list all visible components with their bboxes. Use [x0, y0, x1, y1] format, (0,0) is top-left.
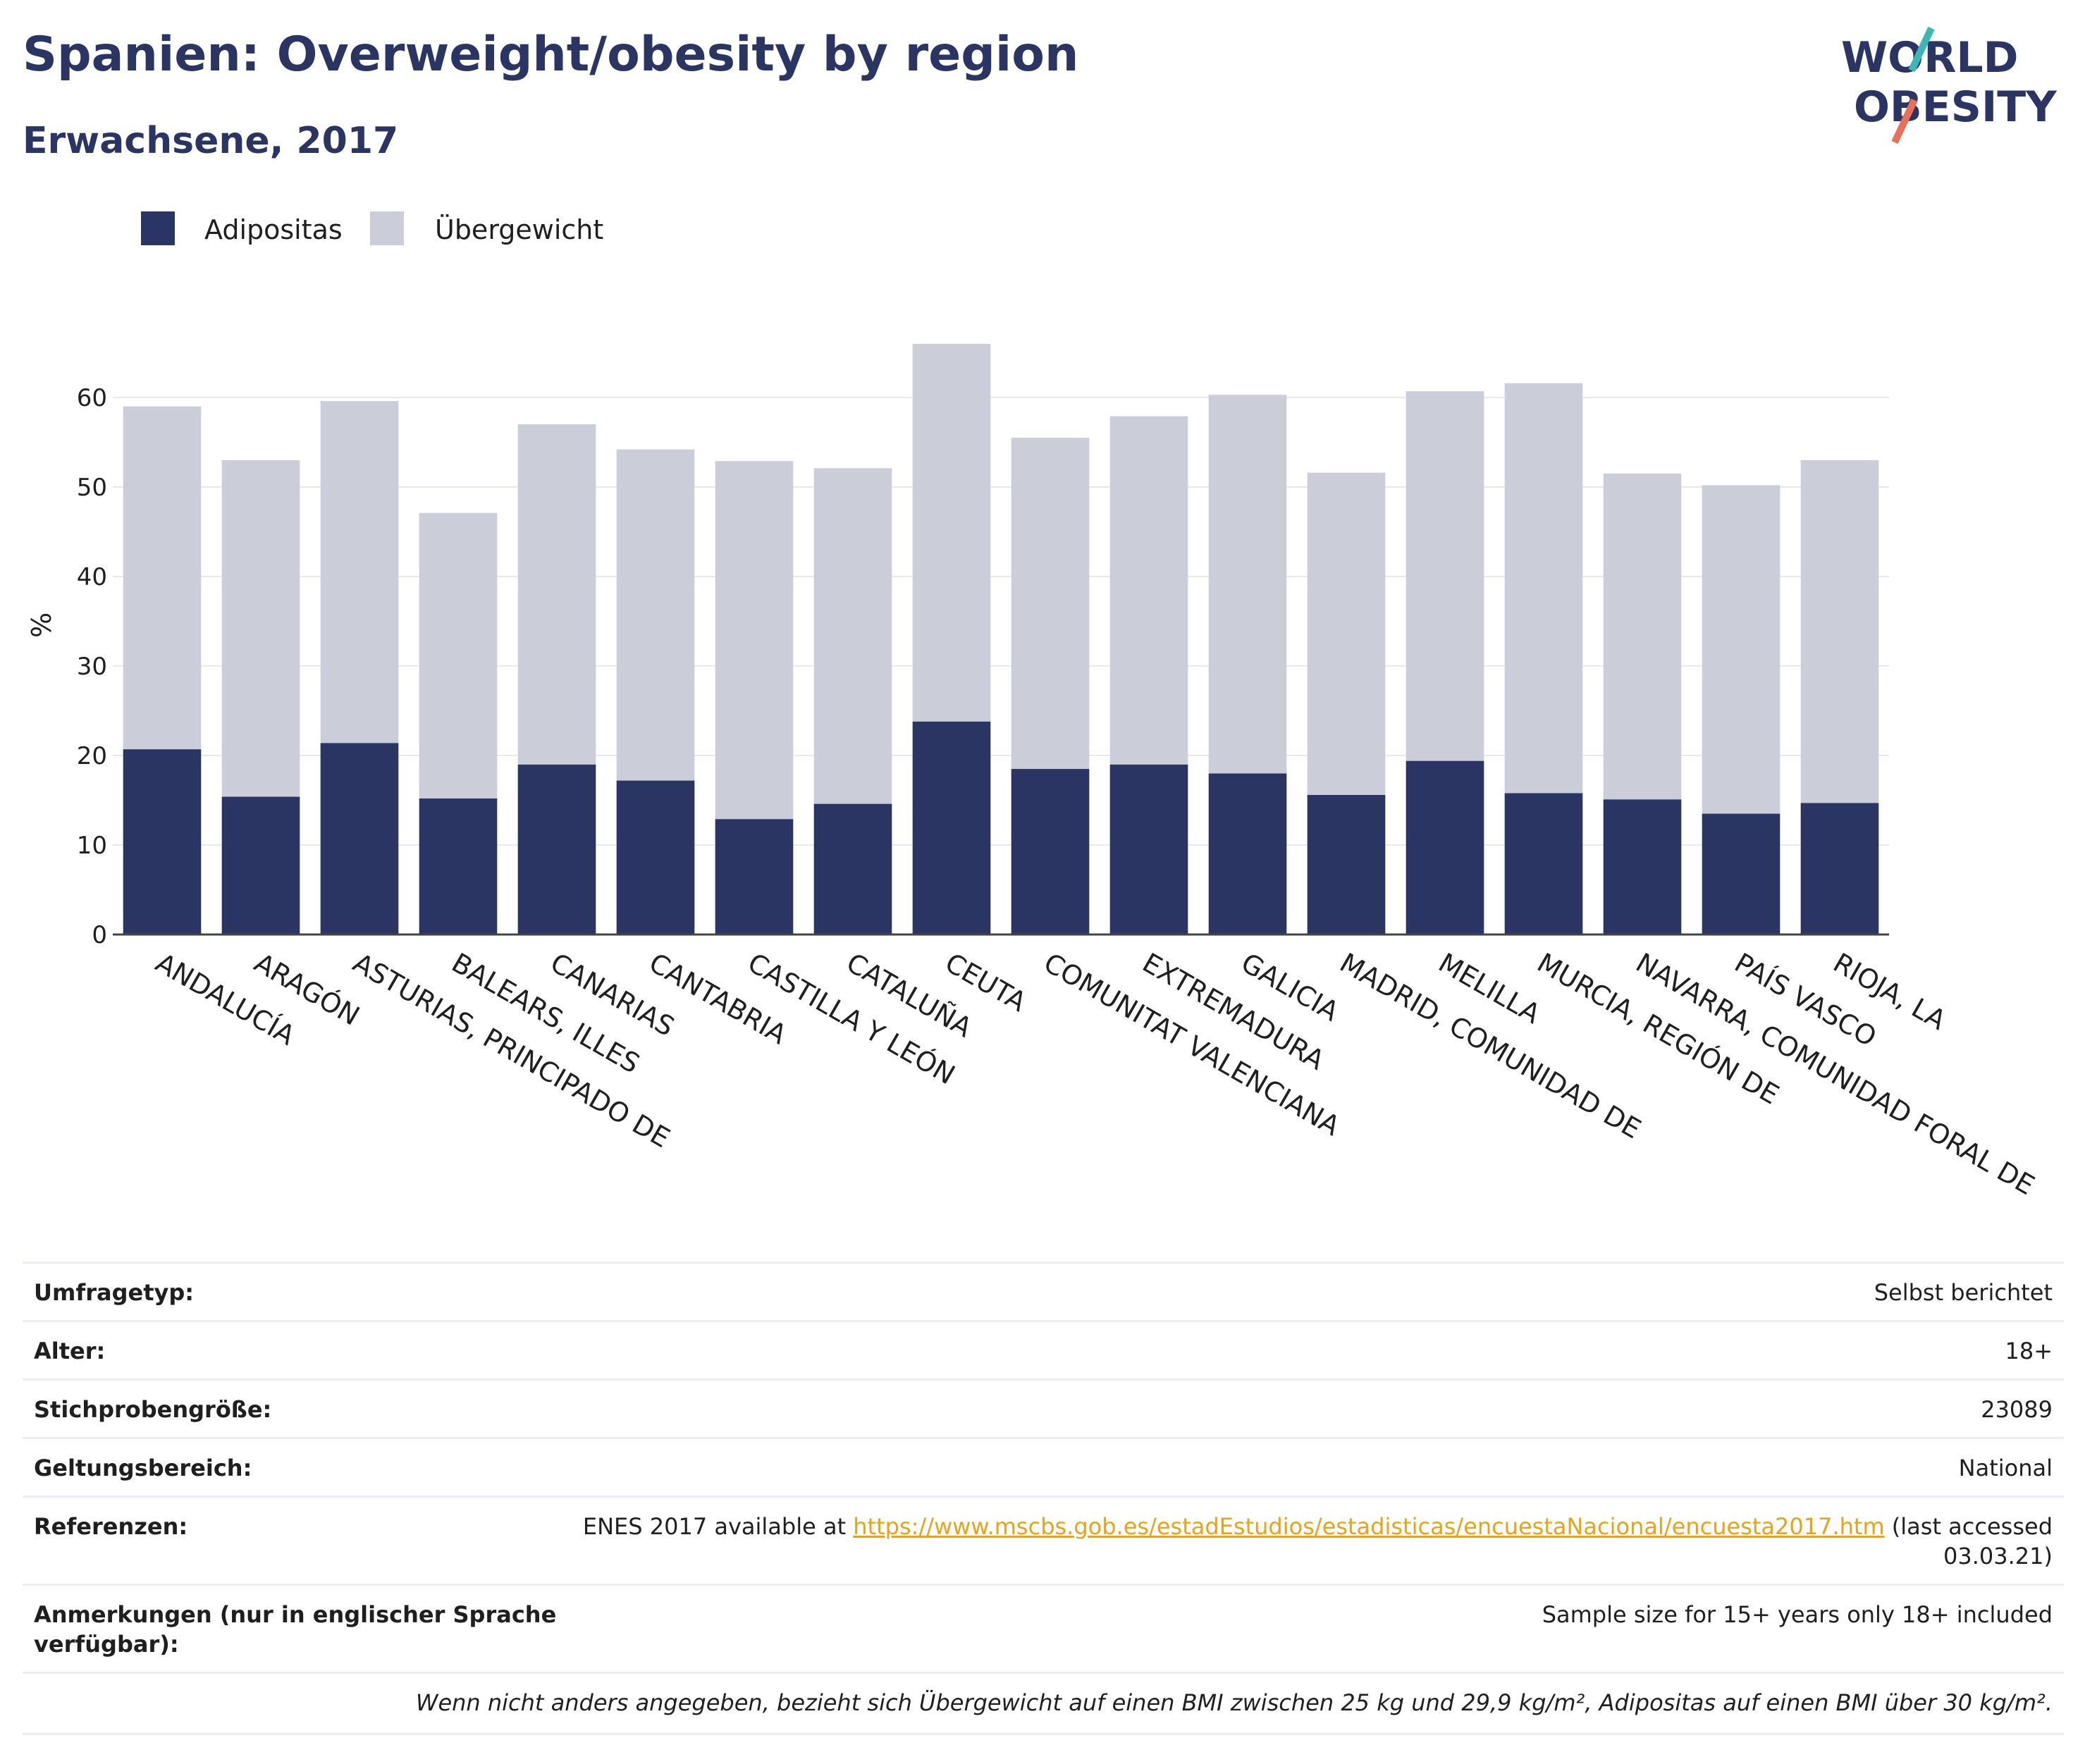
meta-label: Referenzen: [34, 1513, 188, 1540]
meta-row-age: Alter: 18+ [23, 1320, 2064, 1378]
y-tick-label: 10 [77, 832, 107, 860]
meta-row-notes: Anmerkungen (nur in englischer Sprache v… [23, 1584, 2064, 1672]
meta-value: Sample size for 15+ years only 18+ inclu… [1542, 1601, 2053, 1628]
meta-row-footnote: Wenn nicht anders angegeben, bezieht sic… [23, 1672, 2064, 1733]
meta-value: Selbst berichtet [1874, 1279, 2053, 1306]
logo-slash-coral [1891, 98, 1918, 144]
bar-uebergewicht [1109, 416, 1188, 765]
bar-adipositas [813, 803, 892, 935]
metadata-table: Umfragetyp: Selbst berichtet Alter: 18+ … [23, 1262, 2064, 1735]
world-obesity-logo: WORLD OBESITY [1841, 26, 2058, 144]
bar-adipositas [1208, 773, 1287, 935]
meta-value: National [1958, 1455, 2053, 1481]
chart-subtitle: Erwachsene, 2017 [23, 120, 399, 162]
chart-title: Spanien: Overweight/obesity by region [23, 27, 1079, 82]
meta-value: 18+ [2005, 1338, 2053, 1364]
logo-line1: WORLD [1841, 33, 2018, 82]
meta-row-scope: Geltungsbereich: National [23, 1437, 2064, 1495]
reference-link[interactable]: https://www.mscbs.gob.es/estadEstudios/e… [853, 1513, 1885, 1540]
bar-uebergewicht [1504, 383, 1583, 794]
bar-adipositas [1109, 764, 1188, 935]
bar-adipositas [1011, 769, 1090, 935]
bar-uebergewicht [1011, 438, 1090, 770]
bar-uebergewicht [912, 343, 991, 722]
bar-adipositas [123, 749, 202, 935]
y-axis-label: % [26, 612, 57, 638]
bar-uebergewicht [517, 424, 596, 765]
logo-slash-teal [1908, 26, 1935, 73]
bar-adipositas [419, 798, 498, 935]
bar-adipositas [320, 743, 399, 935]
bar-uebergewicht [1702, 485, 1780, 814]
bar-adipositas [1504, 793, 1583, 935]
x-tick-label: NAVARRA, COMUNIDAD FORAL DE [1631, 947, 2040, 1201]
logo-line2: OBESITY [1854, 82, 2058, 132]
bar-adipositas [1800, 803, 1879, 935]
meta-row-survey-type: Umfragetyp: Selbst berichtet [23, 1262, 2064, 1320]
meta-label: Umfragetyp: [34, 1279, 195, 1306]
legend-swatch-adipositas [141, 211, 175, 245]
meta-value: 23089 [1981, 1396, 2053, 1423]
notes-label-line2: verfügbar): [34, 1631, 179, 1658]
bar-adipositas [1702, 813, 1780, 935]
reference-prefix: ENES 2017 available at [582, 1513, 854, 1540]
meta-row-references: Referenzen: ENES 2017 available at https… [23, 1495, 2064, 1584]
meta-label: Alter: [34, 1338, 106, 1364]
bar-adipositas [1307, 794, 1386, 935]
bar-uebergewicht [1307, 472, 1386, 795]
meta-bottom-border [23, 1733, 2064, 1735]
notes-label-line1: Anmerkungen (nur in englischer Sprache [34, 1601, 557, 1628]
y-tick-label: 30 [77, 653, 107, 681]
y-tick-label: 60 [77, 384, 107, 412]
bar-uebergewicht [1406, 391, 1484, 761]
bar-uebergewicht [221, 459, 300, 797]
bar-uebergewicht [1603, 473, 1682, 800]
reference-suffix-1: (last accessed [1884, 1513, 2053, 1540]
y-tick-label: 40 [77, 563, 107, 591]
y-tick-label: 0 [92, 921, 107, 949]
meta-label: Geltungsbereich: [34, 1455, 252, 1481]
bar-adipositas [616, 780, 695, 935]
y-tick-label: 20 [77, 742, 107, 770]
y-tick-label: 50 [77, 474, 107, 502]
meta-label-notes: Anmerkungen (nur in englischer Sprache v… [34, 1600, 556, 1659]
reference-suffix-2: 03.03.21) [1943, 1543, 2053, 1569]
bar-uebergewicht [813, 468, 892, 804]
meta-value-references: ENES 2017 available at https://www.mscbs… [583, 1512, 2053, 1571]
bar-uebergewicht [715, 461, 794, 820]
bar-adipositas [1406, 760, 1484, 935]
bar-uebergewicht [320, 401, 399, 744]
bar-uebergewicht [1208, 395, 1287, 774]
bar-adipositas [1603, 799, 1682, 935]
bar-uebergewicht [419, 512, 498, 798]
legend-swatch-uebergewicht [370, 211, 404, 245]
bar-adipositas [517, 764, 596, 935]
legend-label-uebergewicht: Übergewicht [435, 214, 604, 245]
bar-adipositas [715, 819, 794, 935]
footnote: Wenn nicht anders angegeben, bezieht sic… [415, 1689, 2053, 1716]
bar-adipositas [912, 721, 991, 935]
legend-label-adipositas: Adipositas [204, 214, 343, 245]
bar-uebergewicht [616, 449, 695, 781]
meta-row-sample-size: Stichprobengröße: 23089 [23, 1378, 2064, 1437]
bar-adipositas [221, 796, 300, 935]
bar-uebergewicht [1800, 459, 1879, 803]
bar-uebergewicht [123, 406, 202, 750]
meta-label: Stichprobengröße: [34, 1396, 272, 1423]
